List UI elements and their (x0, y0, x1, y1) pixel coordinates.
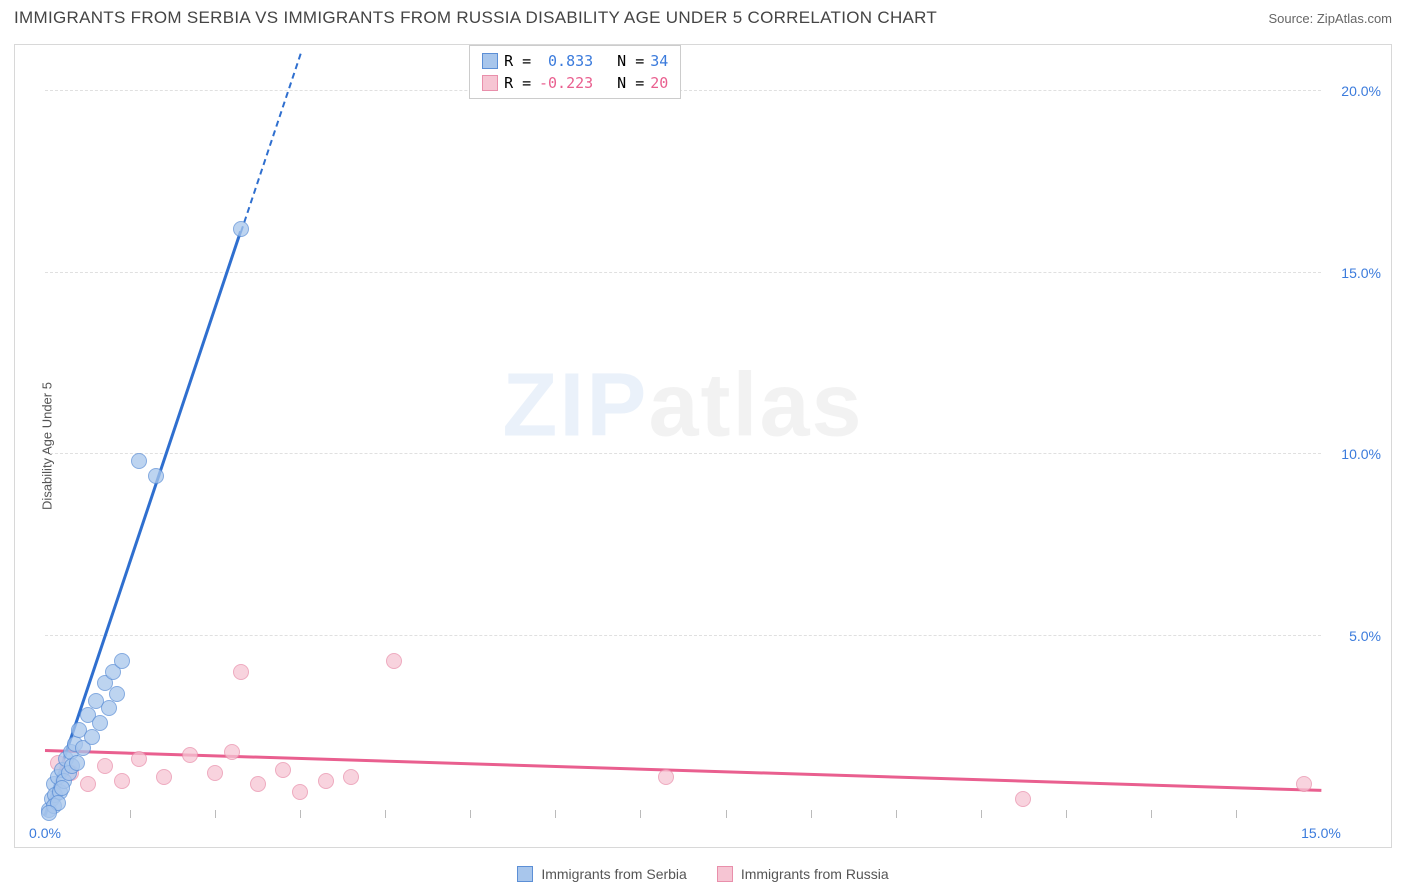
n-label: N = (617, 74, 644, 92)
x-minor-tick (130, 810, 131, 818)
marker-russia (114, 773, 130, 789)
swatch-russia (717, 866, 733, 882)
legend-item-serbia: Immigrants from Serbia (517, 866, 686, 882)
legend-label-serbia: Immigrants from Serbia (541, 866, 686, 882)
marker-russia (292, 784, 308, 800)
r-label: R = (504, 52, 531, 70)
marker-russia (658, 769, 674, 785)
marker-serbia (114, 653, 130, 669)
plot-area: ZIPatlas 5.0%10.0%15.0%20.0%0.0%15.0% (45, 55, 1321, 817)
x-minor-tick (470, 810, 471, 818)
x-tick-label: 15.0% (1301, 825, 1341, 841)
swatch-serbia (482, 53, 498, 69)
marker-russia (233, 664, 249, 680)
watermark-suffix: atlas (648, 355, 863, 455)
marker-russia (80, 776, 96, 792)
gridline-h (45, 272, 1321, 273)
marker-serbia (69, 755, 85, 771)
x-minor-tick (896, 810, 897, 818)
stats-row-serbia: R = 0.833 N = 34 (482, 50, 668, 72)
y-tick-label: 5.0% (1349, 628, 1381, 644)
x-minor-tick (300, 810, 301, 818)
x-minor-tick (811, 810, 812, 818)
y-tick-label: 20.0% (1341, 83, 1381, 99)
marker-serbia (109, 686, 125, 702)
marker-russia (275, 762, 291, 778)
x-minor-tick (215, 810, 216, 818)
x-minor-tick (555, 810, 556, 818)
x-minor-tick (640, 810, 641, 818)
marker-russia (386, 653, 402, 669)
x-minor-tick (726, 810, 727, 818)
marker-russia (343, 769, 359, 785)
x-minor-tick (981, 810, 982, 818)
marker-russia (207, 765, 223, 781)
watermark: ZIPatlas (502, 354, 863, 457)
marker-russia (1015, 791, 1031, 807)
marker-serbia (131, 453, 147, 469)
marker-russia (156, 769, 172, 785)
legend-label-russia: Immigrants from Russia (741, 866, 889, 882)
n-label: N = (617, 52, 644, 70)
correlation-stats-box: R = 0.833 N = 34 R = -0.223 N = 20 (469, 45, 681, 99)
legend-item-russia: Immigrants from Russia (717, 866, 889, 882)
marker-russia (97, 758, 113, 774)
watermark-prefix: ZIP (502, 355, 648, 455)
trend-line (240, 54, 301, 232)
legend: Immigrants from Serbia Immigrants from R… (0, 866, 1406, 882)
gridline-h (45, 635, 1321, 636)
marker-serbia (148, 468, 164, 484)
marker-russia (250, 776, 266, 792)
y-tick-label: 15.0% (1341, 265, 1381, 281)
n-value-russia: 20 (650, 74, 668, 92)
marker-russia (1296, 776, 1312, 792)
y-tick-label: 10.0% (1341, 446, 1381, 462)
x-tick-label: 0.0% (29, 825, 61, 841)
n-value-serbia: 34 (650, 52, 668, 70)
marker-serbia (41, 805, 57, 821)
x-minor-tick (1236, 810, 1237, 818)
swatch-serbia (517, 866, 533, 882)
r-value-serbia: 0.833 (537, 52, 593, 70)
chart-container: Disability Age Under 5 ZIPatlas 5.0%10.0… (14, 44, 1392, 848)
x-minor-tick (385, 810, 386, 818)
marker-russia (182, 747, 198, 763)
chart-title: IMMIGRANTS FROM SERBIA VS IMMIGRANTS FRO… (14, 8, 937, 28)
r-value-russia: -0.223 (537, 74, 593, 92)
marker-serbia (84, 729, 100, 745)
source-attribution: Source: ZipAtlas.com (1268, 11, 1392, 26)
marker-serbia (92, 715, 108, 731)
stats-row-russia: R = -0.223 N = 20 (482, 72, 668, 94)
swatch-russia (482, 75, 498, 91)
gridline-h (45, 453, 1321, 454)
x-minor-tick (1151, 810, 1152, 818)
marker-russia (318, 773, 334, 789)
gridline-h (45, 90, 1321, 91)
marker-serbia (101, 700, 117, 716)
marker-russia (131, 751, 147, 767)
x-minor-tick (1066, 810, 1067, 818)
r-label: R = (504, 74, 531, 92)
chart-header: IMMIGRANTS FROM SERBIA VS IMMIGRANTS FRO… (0, 0, 1406, 28)
marker-russia (224, 744, 240, 760)
marker-serbia (233, 221, 249, 237)
marker-serbia (54, 780, 70, 796)
